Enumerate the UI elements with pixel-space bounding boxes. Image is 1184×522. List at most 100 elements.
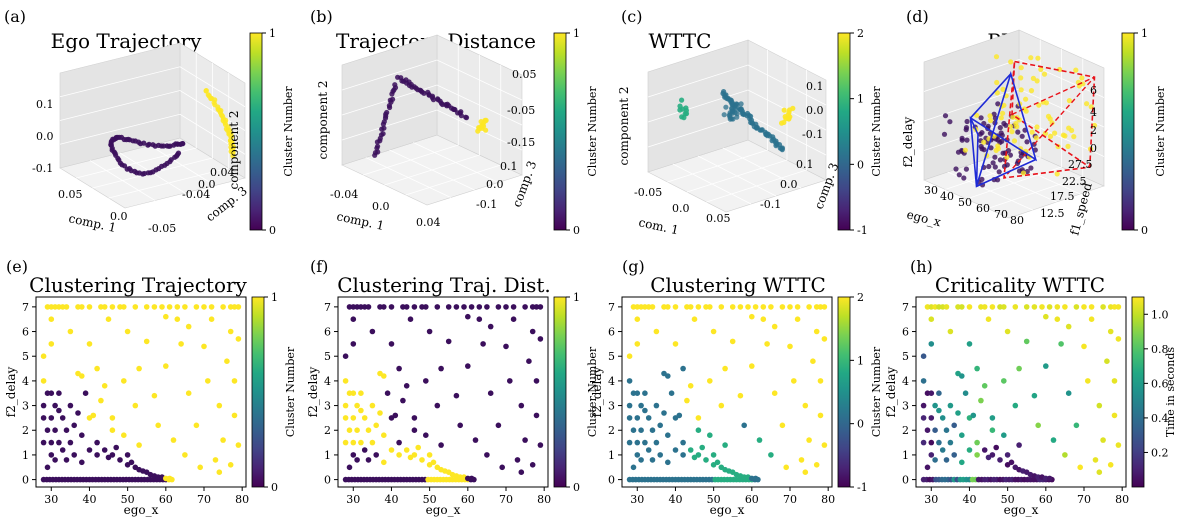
point-h-91 [943,427,950,434]
point-h-138 [1050,437,1057,443]
point-h-16 [1031,304,1038,310]
point-g-146 [802,402,809,409]
point-e-150 [231,412,238,419]
point-f-162 [396,365,402,372]
point-e-111 [109,452,116,458]
point3d-c-u13 [734,101,740,108]
point-g-154 [760,316,767,323]
point3d-d-y55 [1066,98,1072,104]
point-h-98 [955,410,961,416]
y-tick-e-4: 4 [22,375,29,388]
grid-z-1-3 [341,59,523,101]
point-e-7 [79,304,85,310]
point-e-149 [227,328,234,335]
x-tick-h-0: 30 [924,493,938,506]
point3d-d-y42 [1028,88,1035,94]
point3d-d-y79 [993,147,999,153]
point-h-90 [939,447,946,453]
point-g-160 [634,316,641,323]
point3d-c-u23 [730,109,736,115]
point3d-c-u24 [729,101,735,107]
z-tick-d-2: 2 [1090,124,1097,137]
point3d-d-y53 [1004,154,1010,160]
point3d-a-y1 [203,88,209,94]
point-f-20 [484,304,490,310]
point3d-a-p69 [175,150,182,156]
point-f-140 [487,390,494,397]
colorbar-fill-b [553,32,567,231]
point-h-89 [939,415,946,421]
point3d-d-p61 [963,125,970,131]
point-g-159 [653,328,660,335]
point-f-135 [445,338,452,345]
axes2d-g: 30 40 50 60 70 80 0 1 2 3 4 5 6 7 [608,296,835,506]
y-tick-f-0: 0 [324,474,331,487]
y-tick-e-5: 5 [22,350,29,363]
point-e-110 [109,427,116,434]
point3d-d-p87 [1003,122,1009,128]
grid-y-3-3 [995,155,1081,195]
point-f-91 [365,427,372,434]
panel-a: (a) Ego Trajectory 0.1 0.0 -0.1 0.05 0.0… [4,7,250,235]
markers-h [920,304,1122,483]
point3d-d-y40 [987,117,994,124]
xlabel-c: com. 1 [637,215,680,237]
y-tick-g-0: 0 [608,474,615,487]
point-g-93 [653,402,660,409]
point-e-145 [212,457,219,463]
point-g-136 [741,422,747,429]
grid-y-2-3 [722,147,802,189]
point-f-106 [396,452,402,458]
point-h-156 [1043,313,1049,320]
y-tick-h-2: 2 [902,424,909,437]
point-h-157 [1004,328,1011,335]
point-h-77 [924,427,931,434]
point-f-131 [403,383,410,389]
panel-label-f: (f) [310,257,328,276]
point-h-164 [1031,392,1038,399]
point3d-d-p47 [1019,133,1025,139]
plot-frame-g [621,296,833,488]
point-e-11 [109,304,116,310]
point3d-b-p50 [430,97,437,103]
point-e-161 [48,341,55,347]
point-h-110 [989,427,996,434]
point-f-98 [377,410,383,416]
grid-x-2-2 [686,60,788,193]
grid-z-0-3 [59,66,246,108]
y-tick-h-6: 6 [902,326,909,339]
colorbar-tick-g-2: 0 [857,418,864,431]
colorbar-f: 1 0 Cluster Number [553,291,599,494]
point3d-c-u21 [726,112,732,118]
y-tick-h-5: 5 [902,350,909,363]
point-g-138 [756,437,763,443]
point-h-141 [1073,422,1080,429]
point-g-22 [787,304,793,310]
point-e-84 [52,427,58,434]
plot-frame-f [337,296,549,488]
point3d-d-p85 [992,154,998,160]
x-tick-e-0: 30 [44,493,58,506]
panel-label-a: (a) [4,7,26,26]
point-f-79 [350,390,357,397]
point-e-139 [178,341,184,347]
point3d-c-g7 [681,115,687,121]
markers-g [626,304,828,483]
point-f-155 [487,323,494,330]
point3d-b-p9 [380,131,386,137]
point-g-137 [749,363,755,369]
point-h-160 [928,316,935,323]
y-tick-f-1: 1 [324,449,331,462]
point-f-14 [434,304,441,310]
point-f-141 [495,422,502,429]
point-g-80 [634,415,641,421]
point-g-140 [771,390,778,397]
x-tick-e-3: 60 [159,493,173,506]
point-g-78 [630,464,637,471]
point-h-149 [1107,328,1114,335]
point-e-112 [113,444,119,451]
point-e-108 [101,447,108,453]
grid-z-1-1 [341,109,523,151]
point-g-10 [687,304,694,310]
point-g-23 [794,304,801,310]
